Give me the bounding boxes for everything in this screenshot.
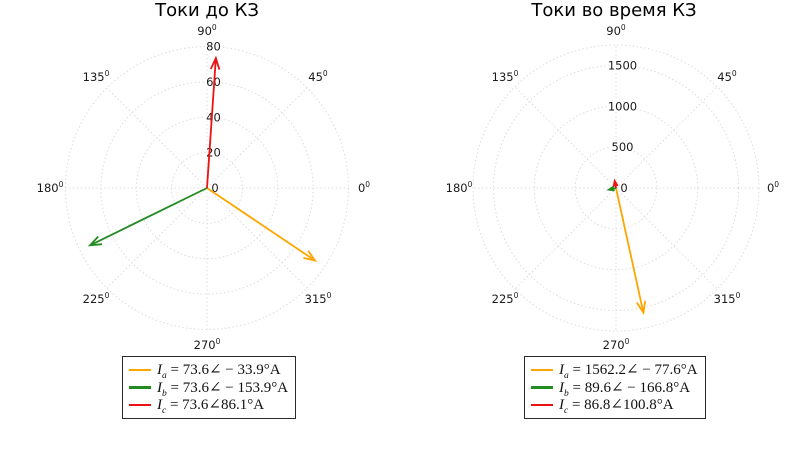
angle-tick-label: 00: [358, 180, 370, 195]
polar-grid-circle: [574, 146, 658, 230]
legend-line-sample: [531, 386, 553, 389]
polar-grid-spoke: [206, 87, 308, 189]
polar-grid-spoke: [514, 187, 617, 290]
polar-grid-spoke: [615, 86, 718, 189]
legend-label: Ic = 73.6∠86.1°A: [157, 397, 265, 417]
legend-line-sample: [531, 368, 553, 371]
polar-grid-circle: [472, 44, 760, 332]
angle-tick-label: 1800: [37, 180, 64, 195]
angle-tick-label: 1350: [492, 69, 519, 84]
radial-tick-label: 500: [612, 140, 634, 154]
radial-tick-label: 1500: [608, 58, 637, 72]
legend-item-i-c: Ic = 73.6∠86.1°A: [129, 396, 288, 417]
angle-tick-label: 3150: [714, 291, 741, 306]
radial-tick-label: 40: [206, 110, 221, 124]
radial-tick-label: 0: [211, 181, 218, 195]
polar-chart-during-kz: 00 450 900 1350 1800 2250 2700 3150 0 500 1000 1500: [446, 23, 780, 352]
legend-line-sample: [129, 368, 151, 371]
angle-tick-label: 450: [717, 69, 737, 84]
legend-item-i-b: Ib = 73.6∠ − 153.9°A: [129, 379, 289, 399]
vector-arrowhead-i-c: [209, 55, 221, 70]
vector-arrowhead-i-a: [303, 250, 318, 263]
polar-grid-spoke: [514, 86, 617, 189]
chart-title-during-kz: Токи во время КЗ: [531, 0, 697, 21]
angle-tick-label: 00: [767, 180, 779, 195]
legend-before-kz: Ia = 73.6∠ − 33.9°A Ib = 73.6∠ − 153.9°A I…: [122, 356, 297, 419]
vector-arrowhead-i-c: [612, 178, 619, 187]
polar-grid-spoke: [206, 187, 308, 289]
chart-title-before-kz: Токи до КЗ: [155, 0, 259, 21]
radial-tick-label: 0: [620, 181, 627, 195]
legend-label: Ia = 1562.2∠ − 77.6°A: [559, 362, 698, 382]
angle-tick-label: 900: [197, 23, 217, 38]
vector-arrowhead-i-b: [87, 235, 103, 247]
vector-i-b: [89, 187, 208, 247]
legend-label: Ib = 73.6∠ − 153.9°A: [157, 379, 289, 399]
angle-tick-label: 450: [308, 69, 328, 84]
vector-arrowhead-i-a: [636, 300, 647, 316]
legend-label: Ic = 86.8∠100.8°A: [559, 397, 674, 417]
legend-item-i-c: Ic = 86.8∠100.8°A: [531, 396, 698, 417]
legend-line-sample: [531, 403, 553, 406]
polar-chart-before-kz: 0045090013501800225027003150020406080: [37, 23, 371, 352]
legend-label: Ib = 89.6∠ − 166.8°A: [559, 379, 691, 399]
legend-item-i-a: Ia = 1562.2∠ − 77.6°A: [531, 361, 698, 382]
angle-tick-label: 2700: [603, 337, 630, 352]
angle-tick-label: 2700: [194, 337, 221, 352]
vector-i-a: [206, 187, 316, 262]
legend-line-sample: [129, 403, 151, 406]
angle-tick-label: 1800: [446, 180, 473, 195]
angle-tick-label: 1350: [83, 69, 110, 84]
polar-grid-circle: [492, 64, 740, 312]
radial-tick-label: 1000: [608, 99, 637, 113]
vector-arrowhead-i-b: [606, 185, 615, 192]
legend-label: Ia = 73.6∠ − 33.9°A: [157, 362, 281, 382]
angle-tick-label: 900: [606, 23, 626, 38]
legend-item-i-b: Ib = 89.6∠ − 166.8°A: [531, 379, 698, 399]
polar-grid-spoke: [106, 187, 208, 289]
legend-item-i-a: Ia = 73.6∠ − 33.9°A: [129, 361, 288, 382]
polar-grid-spoke: [106, 87, 208, 189]
angle-tick-label: 3150: [305, 291, 332, 306]
vector-i-a: [615, 187, 645, 313]
polar-grid-spoke: [615, 187, 718, 290]
polar-grid-circle: [533, 105, 699, 271]
legend-line-sample: [129, 386, 151, 389]
legend-during-kz: Ia = 1562.2∠ − 77.6°A Ib = 89.6∠ − 166.8°…: [524, 356, 706, 419]
radial-tick-label: 80: [206, 40, 221, 54]
angle-tick-label: 2250: [83, 291, 110, 306]
angle-tick-label: 2250: [492, 291, 519, 306]
vector-i-c: [206, 58, 217, 189]
